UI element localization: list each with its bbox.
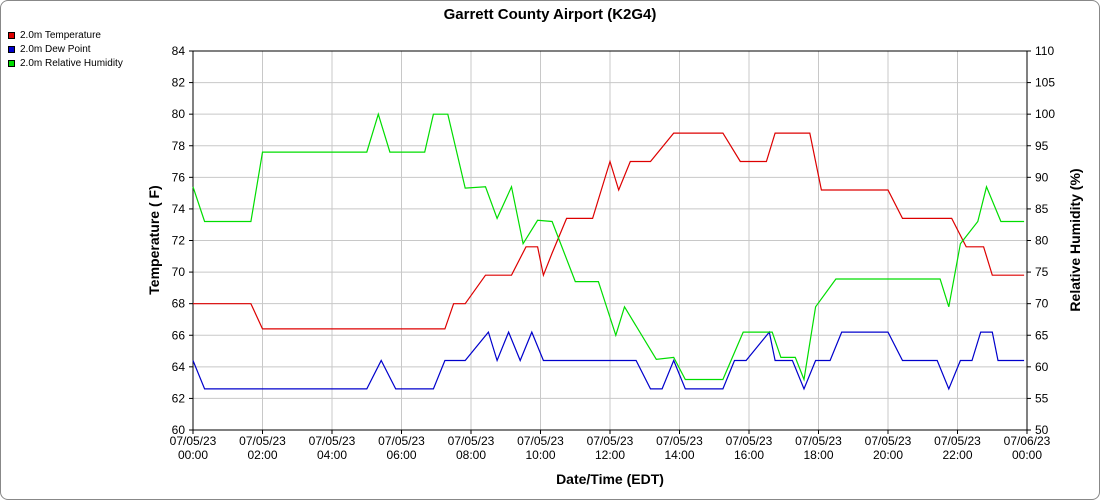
- x-tick-label-time: 08:00: [456, 448, 486, 462]
- x-tick-label-date: 07/05/23: [448, 434, 495, 448]
- legend-label: 2.0m Relative Humidity: [20, 57, 123, 69]
- y-tick-label: 64: [172, 360, 186, 374]
- y2-tick-label: 60: [1035, 360, 1049, 374]
- y-axis-left-ticks: 60 62 64 66 68 70 72 74 76 78 80 82 84: [172, 44, 193, 437]
- y-axis-right-title: Relative Humidity (%): [1067, 168, 1083, 311]
- x-tick-label-time: 04:00: [317, 448, 347, 462]
- x-tick-label-date: 07/06/23: [1004, 434, 1051, 448]
- legend-swatch: [8, 45, 15, 53]
- x-tick-label-time: 10:00: [525, 448, 555, 462]
- legend-item-dew-point: 2.0m Dew Point: [8, 42, 123, 56]
- dew-point-line: [192, 330, 1025, 391]
- y2-tick-label: 65: [1035, 328, 1049, 342]
- series-lines: [192, 112, 1025, 391]
- y-tick-label: 84: [172, 44, 186, 58]
- y2-tick-label: 90: [1035, 170, 1049, 184]
- temperature-line: [193, 132, 1025, 330]
- legend-swatch: [8, 59, 15, 67]
- y-tick-label: 76: [172, 170, 186, 184]
- x-tick-label-date: 07/05/23: [170, 434, 217, 448]
- y2-tick-label: 110: [1035, 44, 1054, 58]
- y-tick-label: 72: [172, 234, 186, 248]
- x-tick-label-time: 02:00: [247, 448, 277, 462]
- grid: [192, 50, 1028, 431]
- chart-title: Garrett County Airport (K2G4): [444, 6, 657, 23]
- legend-label: 2.0m Temperature: [20, 29, 101, 41]
- y-tick-label: 62: [172, 391, 186, 405]
- x-tick-label-date: 07/05/23: [865, 434, 912, 448]
- x-tick-label-time: 18:00: [803, 448, 833, 462]
- relative-humidity-line: [192, 112, 1025, 382]
- x-tick-label-date: 07/05/23: [795, 434, 842, 448]
- y2-tick-label: 50: [1035, 423, 1049, 437]
- x-tick-label-date: 07/05/23: [239, 434, 286, 448]
- y-tick-label: 60: [172, 423, 186, 437]
- x-tick-label-date: 07/05/23: [934, 434, 981, 448]
- y-tick-label: 74: [172, 202, 186, 216]
- y2-tick-label: 95: [1035, 139, 1049, 153]
- y-axis-right-ticks: 50 55 60 65 70 75 80 85 90 95 100 105 110: [1027, 44, 1055, 437]
- y2-tick-label: 100: [1035, 107, 1055, 121]
- x-tick-label-time: 14:00: [664, 448, 694, 462]
- x-tick-label-date: 07/05/23: [517, 434, 564, 448]
- x-axis-ticks: 07/05/2300:0007/05/2302:0007/05/2304:000…: [170, 430, 1051, 462]
- y-tick-label: 66: [172, 328, 186, 342]
- x-tick-label-time: 00:00: [178, 448, 208, 462]
- y2-tick-label: 85: [1035, 202, 1049, 216]
- legend-item-temperature: 2.0m Temperature: [8, 28, 123, 42]
- y2-tick-label: 75: [1035, 265, 1049, 279]
- y-axis-left-title: Temperature ( F): [146, 185, 162, 294]
- y2-tick-label: 70: [1035, 297, 1049, 311]
- y2-tick-label: 105: [1035, 76, 1055, 90]
- legend-swatch: [8, 31, 15, 39]
- x-tick-label-time: 06:00: [386, 448, 416, 462]
- y2-tick-label: 55: [1035, 391, 1049, 405]
- x-tick-label-date: 07/05/23: [587, 434, 634, 448]
- x-tick-label-time: 12:00: [595, 448, 625, 462]
- y-tick-label: 82: [172, 76, 186, 90]
- y-tick-label: 78: [172, 139, 186, 153]
- legend-item-relative-humidity: 2.0m Relative Humidity: [8, 56, 123, 70]
- x-tick-label-date: 07/05/23: [656, 434, 703, 448]
- x-tick-label-date: 07/05/23: [378, 434, 425, 448]
- x-tick-label-date: 07/05/23: [309, 434, 356, 448]
- x-tick-label-time: 22:00: [942, 448, 972, 462]
- x-tick-label-time: 00:00: [1012, 448, 1042, 462]
- y-tick-label: 80: [172, 107, 186, 121]
- legend-label: 2.0m Dew Point: [20, 43, 91, 55]
- y2-tick-label: 80: [1035, 234, 1049, 248]
- x-tick-label-time: 20:00: [873, 448, 903, 462]
- y-tick-label: 70: [172, 265, 186, 279]
- x-tick-label-time: 16:00: [734, 448, 764, 462]
- x-axis-title: Date/Time (EDT): [556, 471, 664, 487]
- y-tick-label: 68: [172, 297, 186, 311]
- legend: 2.0m Temperature 2.0m Dew Point 2.0m Rel…: [8, 28, 123, 70]
- x-tick-label-date: 07/05/23: [726, 434, 773, 448]
